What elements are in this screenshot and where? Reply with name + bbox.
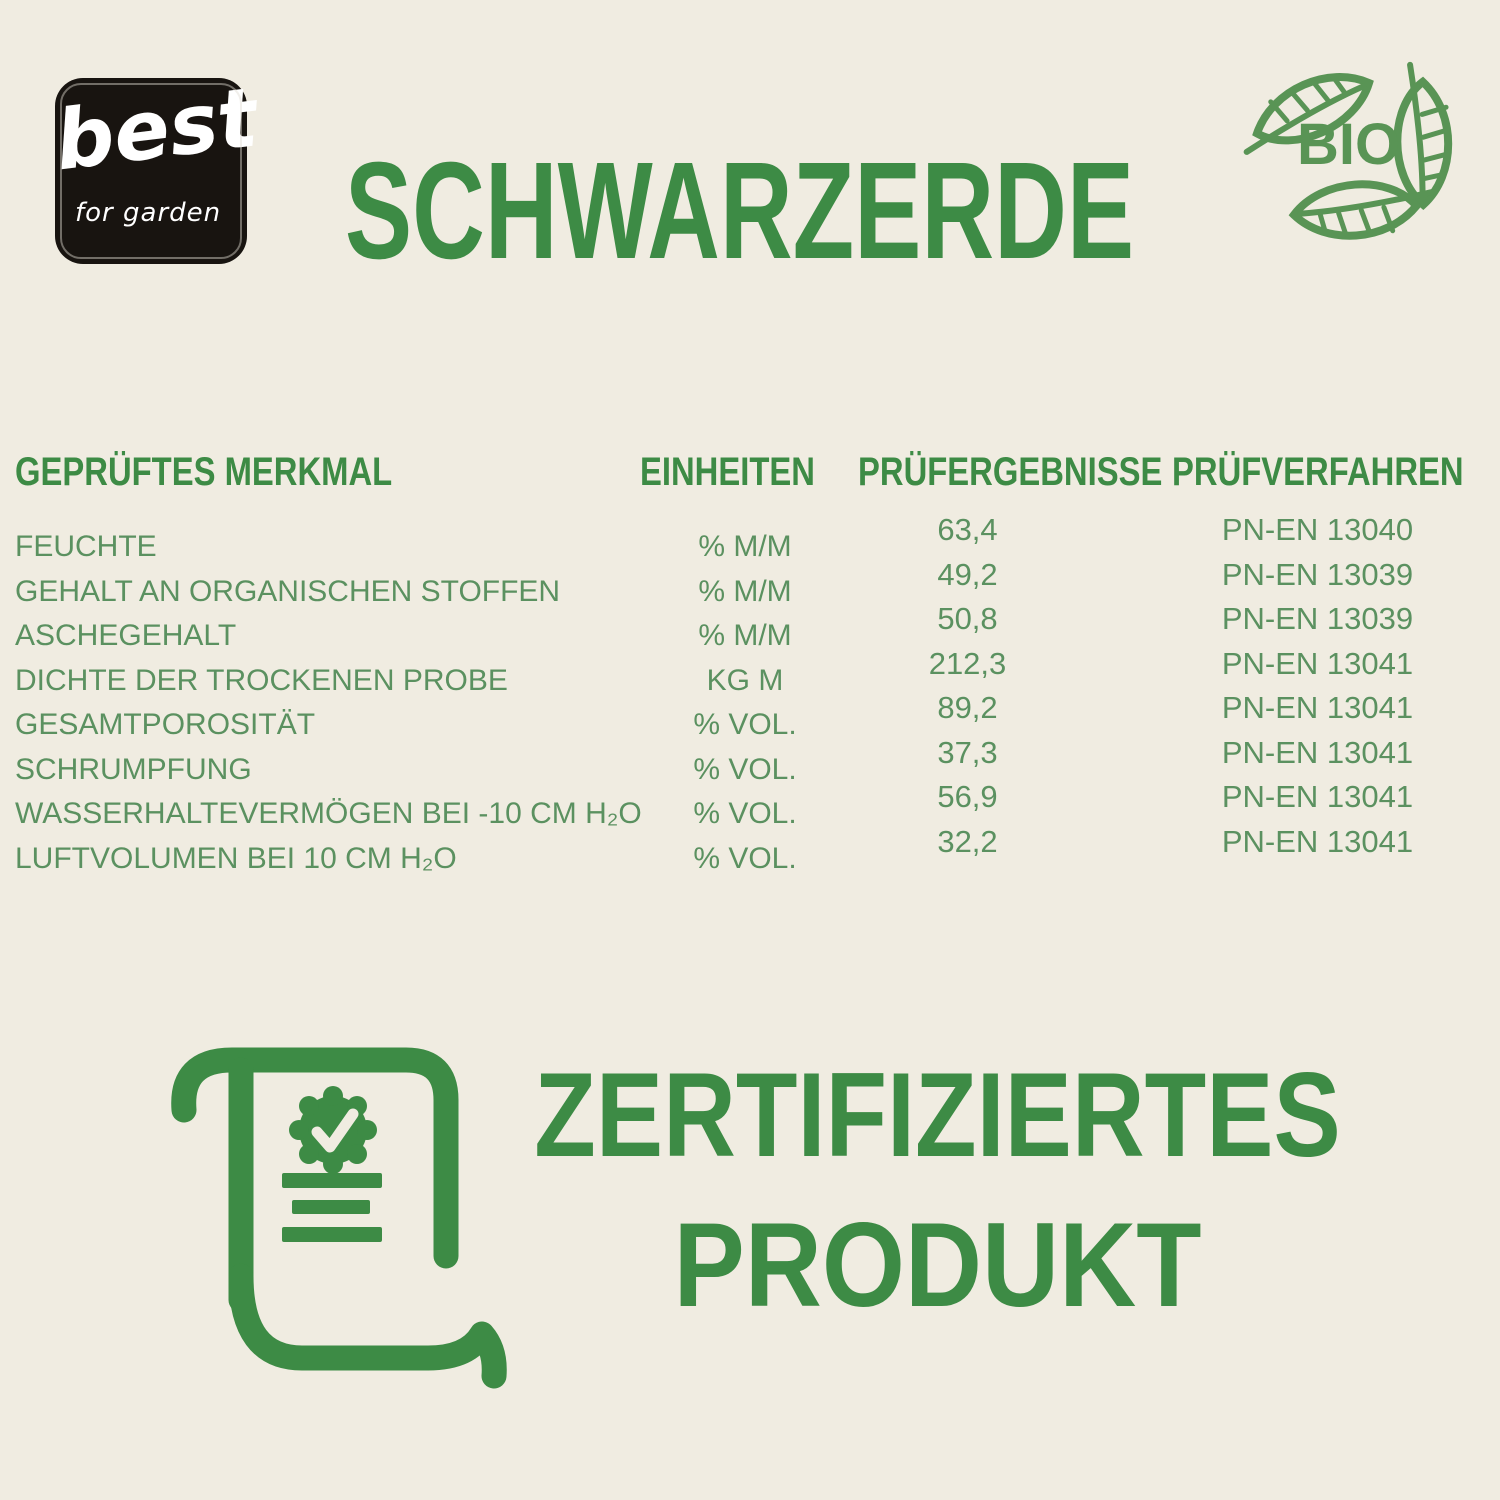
table-row: SCHRUMPFUNG % VOL. 37,3 PN-EN 13041 xyxy=(0,735,1500,792)
column-header-merkmal: GEPRÜFTES MERKMAL xyxy=(15,450,393,494)
cell-einheit: % M/M xyxy=(698,619,792,652)
table-row: WASSERHALTEVERMÖGEN BEI -10 CM H₂O % VOL… xyxy=(0,779,1500,836)
cell-ergebnis: 212,3 xyxy=(928,645,1007,681)
cell-verfahren: PN-EN 13039 xyxy=(1221,601,1414,636)
table-row: GESAMTPOROSITÄT % VOL. 89,2 PN-EN 13041 xyxy=(0,690,1500,747)
cell-einheit: % VOL. xyxy=(693,797,797,830)
table-row: DICHTE DER TROCKENEN PROBE KG M 212,3 PN… xyxy=(0,646,1500,703)
cell-einheit: KG M xyxy=(706,663,784,697)
table-row: ASCHEGEHALT % M/M 50,8 PN-EN 13039 xyxy=(0,601,1500,658)
page-title: SCHWARZERDE xyxy=(345,134,1135,288)
cell-ergebnis: 63,4 xyxy=(937,512,998,547)
column-header-verfahren: PRÜFVERFAHREN xyxy=(1172,450,1464,494)
brand-tagline: for garden xyxy=(75,198,222,228)
cell-einheit: % M/M xyxy=(698,530,792,563)
cell-einheit: % VOL. xyxy=(693,752,797,786)
cell-verfahren: PN-EN 13041 xyxy=(1221,690,1414,725)
column-header-einheiten: EINHEITEN xyxy=(640,450,815,494)
cell-ergebnis: 56,9 xyxy=(937,779,998,814)
cell-merkmal: WASSERHALTEVERMÖGEN BEI -10 CM H₂O xyxy=(15,797,642,830)
cell-merkmal: SCHRUMPFUNG xyxy=(15,752,252,786)
certified-product-claim: ZERTIFIZIERTES PRODUKT xyxy=(400,1040,1475,1340)
badge-check-icon xyxy=(289,1086,377,1174)
cell-merkmal: GESAMTPOROSITÄT xyxy=(15,708,316,741)
bio-leaves-icon: BIO xyxy=(1243,61,1453,240)
cell-ergebnis: 50,8 xyxy=(937,601,998,636)
page-title-wrap: SCHWARZERDE xyxy=(0,142,1480,280)
document-lines xyxy=(282,1173,382,1242)
results-table: FEUCHTE % M/M 63,4 PN-EN 13040 GEHALT AN… xyxy=(0,512,1500,881)
cell-merkmal: ASCHEGEHALT xyxy=(15,619,237,652)
table-row: GEHALT AN ORGANISCHEN STOFFEN % M/M 49,2… xyxy=(0,557,1500,614)
cell-merkmal: FEUCHTE xyxy=(15,530,157,563)
leaf-icon xyxy=(1243,61,1453,240)
cell-merkmal: LUFTVOLUMEN BEI 10 CM H₂O xyxy=(15,841,457,875)
table-row: FEUCHTE % M/M 63,4 PN-EN 13040 xyxy=(0,512,1500,569)
cell-verfahren: PN-EN 13040 xyxy=(1221,512,1414,547)
cell-verfahren: PN-EN 13039 xyxy=(1221,556,1414,592)
cell-merkmal: DICHTE DER TROCKENEN PROBE xyxy=(15,663,508,697)
certified-line-2: PRODUKT xyxy=(673,1198,1202,1332)
cell-verfahren: PN-EN 13041 xyxy=(1221,779,1414,814)
cell-merkmal: GEHALT AN ORGANISCHEN STOFFEN xyxy=(15,574,561,608)
cell-ergebnis: 49,2 xyxy=(937,556,998,592)
cell-ergebnis: 89,2 xyxy=(937,690,998,725)
table-row: LUFTVOLUMEN BEI 10 CM H₂O % VOL. 32,2 PN… xyxy=(0,824,1500,881)
cell-verfahren: PN-EN 13041 xyxy=(1221,823,1414,859)
cell-einheit: % VOL. xyxy=(693,708,797,741)
column-header-ergebnisse: PRÜFERGEBNISSE xyxy=(858,450,1163,494)
brand-logo: best for garden xyxy=(50,70,262,264)
cell-verfahren: PN-EN 13041 xyxy=(1221,734,1414,770)
certified-line-1: ZERTIFIZIERTES xyxy=(534,1048,1341,1182)
cell-verfahren: PN-EN 13041 xyxy=(1221,645,1414,681)
certificate-scroll-icon xyxy=(171,1047,507,1389)
cell-ergebnis: 32,2 xyxy=(937,823,998,859)
cell-ergebnis: 37,3 xyxy=(937,734,998,770)
bio-label: BIO xyxy=(1297,112,1400,177)
cell-einheit: % VOL. xyxy=(693,841,797,875)
cell-einheit: % M/M xyxy=(698,574,792,608)
